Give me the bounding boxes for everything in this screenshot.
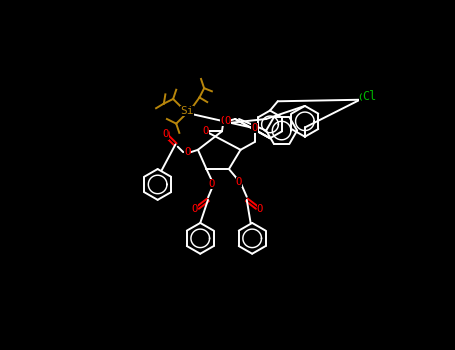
Text: O: O: [236, 177, 242, 187]
Text: O: O: [209, 180, 215, 189]
Text: O: O: [192, 204, 198, 214]
Text: Si: Si: [180, 106, 194, 116]
Text: O: O: [202, 126, 209, 136]
Text: O: O: [192, 204, 198, 214]
Text: Cl: Cl: [362, 90, 376, 103]
Text: O: O: [184, 147, 190, 157]
Text: O: O: [209, 180, 215, 189]
Text: O: O: [163, 130, 169, 140]
Text: O: O: [162, 129, 168, 139]
Text: O: O: [251, 123, 258, 133]
Text: O: O: [257, 204, 263, 214]
Text: O: O: [224, 116, 231, 126]
Text: O: O: [162, 130, 168, 139]
Text: Cl: Cl: [359, 93, 372, 103]
Text: O: O: [202, 126, 209, 136]
Text: Cl: Cl: [362, 90, 376, 103]
Text: O: O: [257, 204, 263, 214]
Text: Si: Si: [180, 106, 194, 116]
Text: O: O: [184, 147, 190, 157]
Text: O: O: [236, 177, 242, 187]
Text: O: O: [220, 116, 227, 126]
Text: O: O: [251, 123, 258, 133]
